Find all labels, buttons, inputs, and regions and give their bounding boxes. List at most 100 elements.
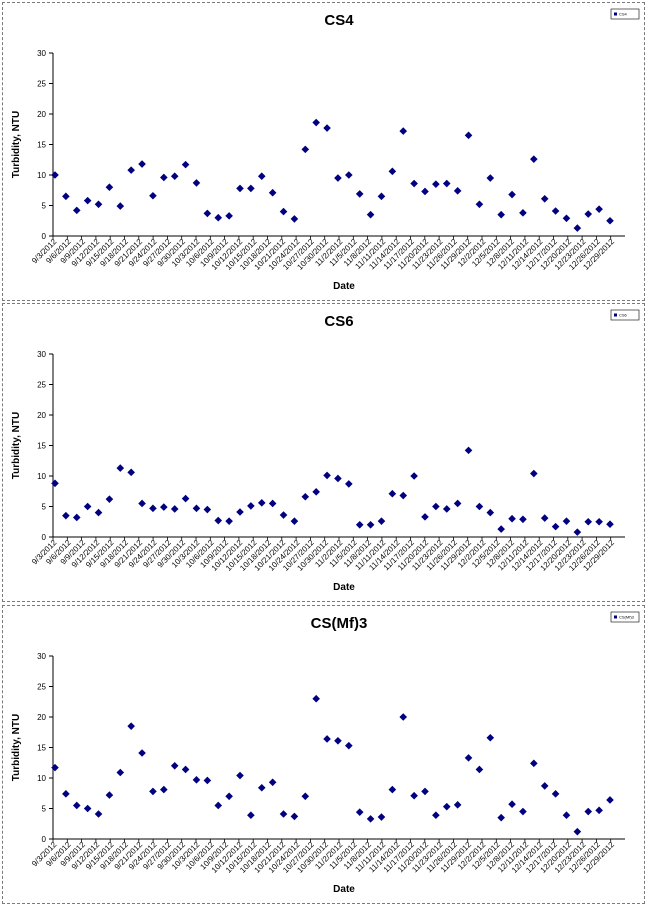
data-point — [355, 521, 364, 529]
data-point — [247, 502, 255, 510]
data-point — [72, 513, 81, 522]
legend-marker — [614, 12, 617, 16]
data-point — [421, 187, 429, 196]
y-tick-label: 15 — [37, 744, 46, 753]
data-point — [170, 172, 179, 181]
y-axis-label: Turbidity, NTU — [11, 111, 22, 178]
data-point — [399, 127, 408, 135]
data-point — [127, 468, 135, 477]
data-point — [345, 171, 353, 179]
data-point — [366, 210, 375, 219]
y-tick-label: 10 — [37, 774, 46, 783]
data-point — [290, 215, 299, 223]
data-point — [323, 471, 331, 480]
data-point — [72, 206, 81, 215]
data-point — [530, 469, 538, 478]
data-point — [116, 464, 125, 472]
y-tick-label: 0 — [42, 232, 47, 241]
data-point — [399, 713, 408, 721]
legend: CS6 — [610, 309, 640, 321]
data-point — [475, 765, 484, 774]
data-point — [345, 741, 353, 750]
data-point — [51, 171, 59, 179]
legend-label: CS6 — [619, 313, 628, 318]
data-point — [192, 179, 201, 187]
data-point — [192, 504, 201, 513]
data-point — [94, 508, 103, 517]
data-point — [442, 802, 451, 811]
data-point — [149, 787, 157, 796]
data-point — [268, 499, 277, 508]
data-point — [160, 173, 168, 182]
chart-title: CS4 — [324, 12, 354, 29]
data-point — [83, 196, 92, 205]
data-point — [464, 754, 473, 762]
y-axis-label: Turbidity, NTU — [11, 714, 22, 781]
x-axis-label: Date — [333, 281, 355, 292]
data-point — [519, 807, 527, 816]
data-point — [334, 474, 342, 483]
data-point — [268, 778, 277, 787]
data-point — [584, 210, 593, 218]
data-point — [562, 214, 571, 223]
data-point — [606, 796, 614, 804]
data-point — [160, 503, 168, 511]
data-point — [551, 522, 560, 531]
data-point — [519, 515, 527, 524]
legend-marker — [614, 615, 617, 619]
legend-label: CS4 — [619, 12, 628, 17]
y-tick-label: 0 — [42, 835, 47, 844]
data-point — [562, 811, 571, 820]
data-point — [257, 499, 266, 507]
data-point — [475, 200, 484, 209]
legend-label: CS(Mf)3 — [619, 615, 635, 620]
y-tick-label: 5 — [42, 805, 47, 814]
data-point — [312, 488, 320, 496]
data-point — [192, 776, 201, 784]
data-point — [138, 749, 146, 757]
y-tick-label: 30 — [37, 652, 46, 661]
data-point — [225, 212, 233, 220]
data-point — [540, 514, 549, 522]
data-point — [573, 827, 582, 836]
y-tick-label: 20 — [37, 713, 46, 722]
data-point — [497, 210, 505, 219]
data-point — [453, 187, 462, 195]
y-tick-label: 15 — [37, 442, 46, 451]
data-point — [279, 207, 288, 216]
data-point — [508, 514, 516, 523]
data-point — [214, 801, 223, 810]
data-point — [355, 190, 364, 198]
y-tick-label: 10 — [37, 171, 46, 180]
y-tick-label: 0 — [42, 533, 47, 542]
chart-cs6: CS6 CS60510152025309/3/20129/6/20129/9/20… — [11, 309, 640, 593]
data-point — [203, 776, 212, 785]
y-axis-label: Turbidity, NTU — [11, 412, 22, 479]
data-point — [442, 505, 451, 513]
data-point — [606, 216, 614, 225]
data-point — [257, 783, 266, 792]
data-point — [247, 184, 255, 193]
data-point — [573, 224, 582, 232]
data-point — [334, 736, 342, 745]
data-point — [127, 166, 135, 174]
data-point — [181, 494, 190, 503]
data-point — [236, 771, 244, 780]
chart-cs4: CS4 CS40510152025309/3/20129/6/20129/9/20… — [11, 8, 640, 292]
data-point — [366, 521, 375, 529]
data-point — [83, 804, 92, 813]
data-point — [72, 801, 81, 810]
data-point — [170, 505, 179, 513]
data-point — [410, 791, 418, 800]
data-point — [62, 511, 70, 520]
data-point — [312, 694, 320, 703]
legend-marker — [614, 313, 617, 317]
data-point — [442, 179, 451, 188]
data-point — [236, 184, 244, 193]
data-point — [606, 520, 614, 528]
data-point — [203, 209, 212, 218]
data-point — [62, 790, 70, 798]
data-point — [388, 167, 397, 176]
data-point — [486, 733, 495, 742]
x-axis-label: Date — [333, 582, 355, 593]
